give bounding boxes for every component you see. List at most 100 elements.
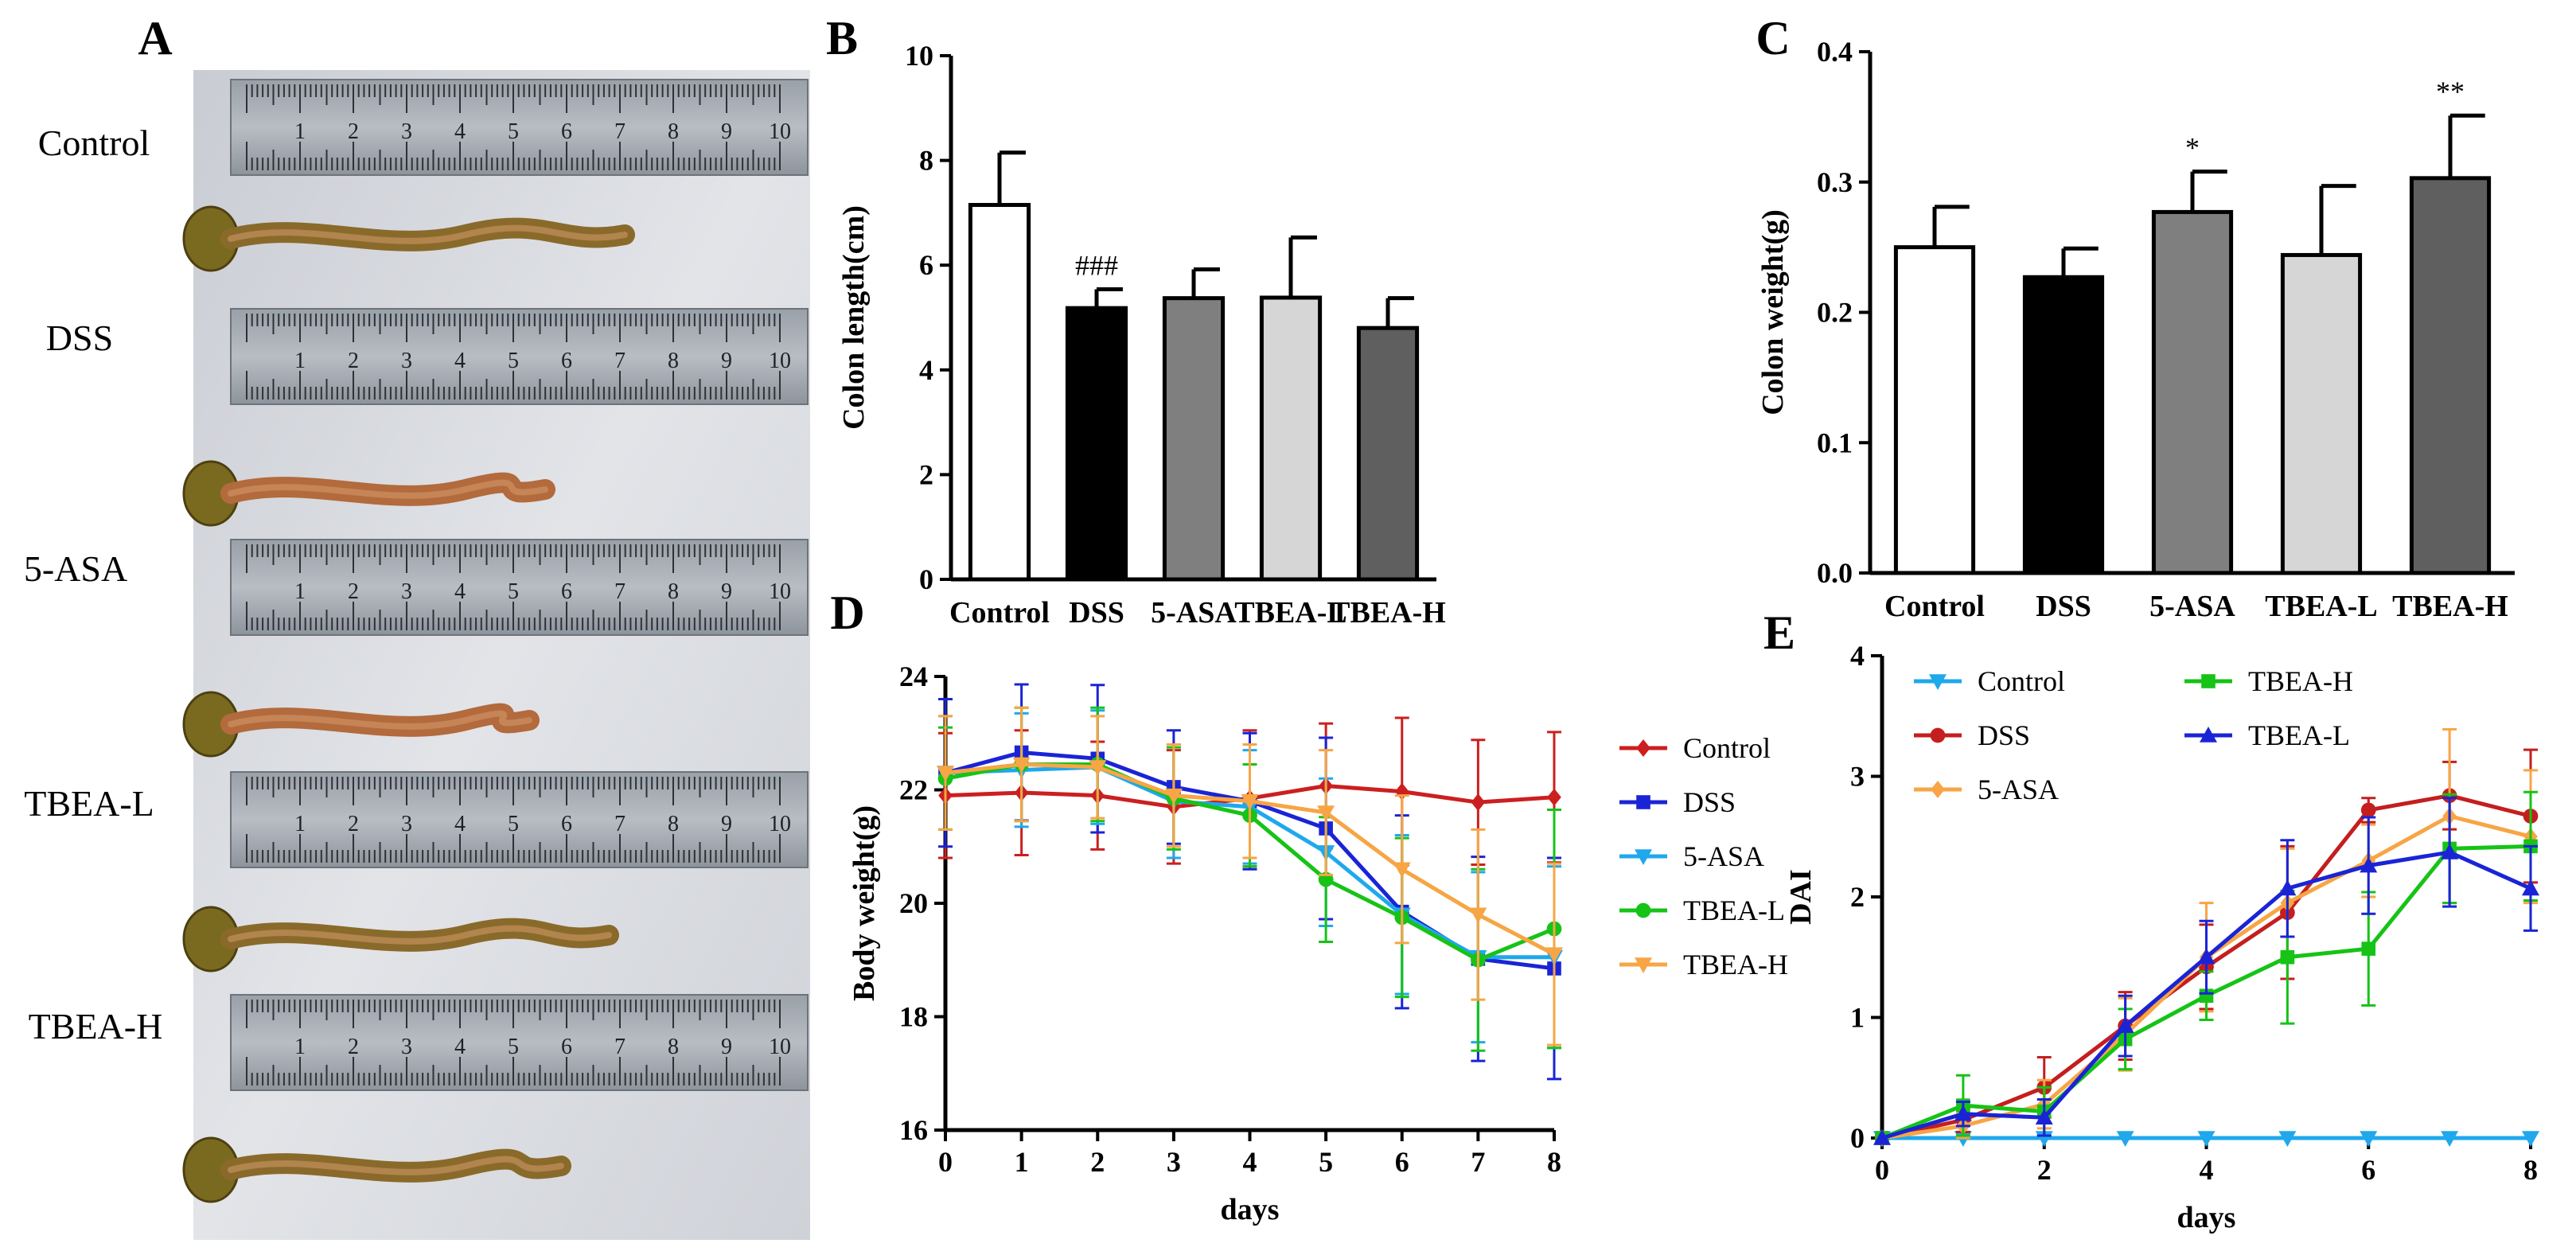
ruler-number: 1 <box>294 1035 306 1059</box>
legend-label: DSS <box>1683 786 1736 818</box>
y-tick-label: 20 <box>899 887 928 919</box>
data-point <box>1930 727 1946 743</box>
legend-label: TBEA-H <box>2248 665 2353 697</box>
panel-label-e: E <box>1763 606 1795 659</box>
ruler-number: 9 <box>721 349 732 373</box>
significance-marker: * <box>2185 132 2200 164</box>
photo-row: 1 2 3 4 5 6 7 8 9 10 <box>182 79 809 272</box>
data-point <box>1317 805 1335 821</box>
data-point <box>1929 674 1947 690</box>
ruler-number: 4 <box>454 349 466 373</box>
y-tick-label: 2 <box>919 458 933 490</box>
x-tick-label: 1 <box>1015 1146 1029 1178</box>
data-point <box>937 766 954 782</box>
ruler-number: 2 <box>348 349 359 373</box>
data-point <box>1089 760 1107 776</box>
legend-label: DSS <box>1978 719 2030 751</box>
x-tick-label: TBEA-L <box>1234 596 1346 630</box>
legend-label: Control <box>1683 732 1771 764</box>
ruler-number: 7 <box>614 579 625 604</box>
y-tick-label: 24 <box>899 661 928 692</box>
y-tick-label: 0.0 <box>1817 557 1853 589</box>
line-chart-E: E 0 1 2 3 4 0 2 4 6 8 days DAI Control DSS 5-ASA TBEA-H T… <box>1763 606 2539 1234</box>
y-axis-label: Body weight(g) <box>848 805 881 1001</box>
x-tick-label: 0 <box>938 1146 953 1178</box>
x-tick-label: 5-ASA <box>2149 590 2235 623</box>
x-tick-label: 6 <box>2361 1154 2375 1186</box>
panel-label-a: A <box>138 12 172 64</box>
ruler-number: 7 <box>614 349 625 373</box>
ruler-number: 10 <box>769 579 791 604</box>
panel-label-d: D <box>830 587 864 639</box>
ruler-number: 10 <box>769 349 791 373</box>
bar <box>1356 325 1420 582</box>
ruler-number: 8 <box>668 1035 679 1059</box>
ruler-number: 5 <box>508 1035 519 1059</box>
x-tick-label: Control <box>949 596 1050 630</box>
data-point <box>2201 674 2216 688</box>
bar <box>1162 296 1226 582</box>
ruler-number: 1 <box>294 812 306 836</box>
data-point <box>1954 1105 1972 1121</box>
legend-item: Control <box>1914 665 2065 697</box>
legend-label: TBEA-L <box>1683 895 1785 926</box>
photo-row: 1 2 3 4 5 6 7 8 9 10 <box>182 771 809 973</box>
ruler-number: 8 <box>668 579 679 604</box>
data-point <box>2278 1131 2297 1147</box>
x-tick-label: 5-ASA <box>1151 596 1237 630</box>
line-chart-D: D 16 18 20 22 24 0 1 2 3 4 5 6 7 8 days Body weight(g) Co… <box>830 587 1788 1226</box>
x-tick-label: DSS <box>2036 590 2091 623</box>
x-tick-label: 7 <box>1471 1146 1485 1178</box>
ruler-number: 5 <box>508 119 519 144</box>
photo-row: 1 2 3 4 5 6 7 8 9 10 <box>182 994 809 1203</box>
data-point <box>1012 757 1031 774</box>
bar <box>1065 306 1128 582</box>
data-point <box>2522 879 2539 896</box>
y-axis-label: Colon weight(g) <box>1756 209 1790 415</box>
photo-row-label: 5-ASA <box>24 548 127 589</box>
x-tick-label: 2 <box>2037 1154 2052 1186</box>
ruler-number: 9 <box>721 119 732 144</box>
bar <box>1893 245 1976 575</box>
ruler-number: 9 <box>721 579 732 604</box>
colon-highlight <box>228 224 628 244</box>
data-point <box>1471 793 1486 812</box>
data-point <box>2280 949 2295 965</box>
series-control <box>1873 1131 2539 1147</box>
ruler-number: 6 <box>561 812 572 836</box>
data-point <box>1635 957 1652 973</box>
ruler-number: 8 <box>668 812 679 836</box>
y-tick-label: 8 <box>919 145 933 177</box>
legend-item: TBEA-L <box>2184 719 2350 751</box>
ruler-number: 1 <box>294 349 306 373</box>
ruler-number: 5 <box>508 579 519 604</box>
y-tick-label: 0.1 <box>1817 427 1853 458</box>
x-tick-label: DSS <box>1069 596 1124 630</box>
colon-highlight <box>228 710 532 730</box>
x-axis-label: days <box>2177 1201 2236 1234</box>
ruler-number: 1 <box>294 579 306 604</box>
photo-row: 1 2 3 4 5 6 7 8 9 10 <box>182 308 809 527</box>
ruler-number: 4 <box>454 1035 466 1059</box>
x-tick-label: 2 <box>1090 1146 1105 1178</box>
data-point <box>2360 856 2378 873</box>
legend-item: DSS <box>1619 786 1736 818</box>
y-tick-label: 1 <box>1850 1002 1865 1034</box>
ruler-number: 2 <box>348 119 359 144</box>
data-point <box>1873 1129 1891 1145</box>
x-tick-label: Control <box>1884 590 1985 623</box>
legend-item: Control <box>1619 732 1771 764</box>
data-point <box>1547 788 1561 806</box>
data-point <box>2441 1131 2459 1147</box>
y-axis-label: Colon length(cm) <box>837 205 871 430</box>
ruler-number: 3 <box>401 579 412 604</box>
ruler-number: 7 <box>614 1035 625 1059</box>
x-tick-label: 0 <box>1875 1154 1889 1186</box>
y-tick-label: 0.3 <box>1817 166 1853 198</box>
data-point <box>1545 947 1563 964</box>
series-tbea-l <box>1873 797 2539 1145</box>
ruler-number: 9 <box>721 812 732 836</box>
ruler-number: 6 <box>561 579 572 604</box>
photo-row: 1 2 3 4 5 6 7 8 9 10 <box>182 539 809 758</box>
data-point <box>1469 907 1487 924</box>
